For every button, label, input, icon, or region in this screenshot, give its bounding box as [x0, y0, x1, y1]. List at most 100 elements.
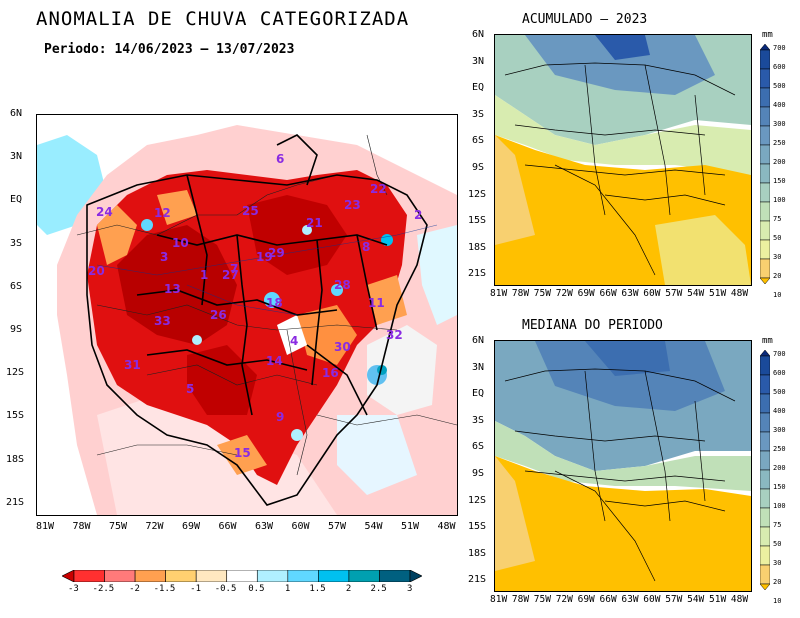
basin-label-5: 5: [186, 382, 195, 396]
acc-x-tick: 54W: [687, 288, 705, 299]
med-x-tick: 51W: [709, 594, 727, 605]
anomaly-map-canvas: [37, 115, 457, 515]
basin-label-22: 22: [370, 182, 387, 196]
main-x-tick: 66W: [218, 521, 237, 532]
pcbar-2-label: 50: [773, 540, 782, 548]
precip-swatch: [760, 144, 770, 165]
precip-swatch: [760, 355, 770, 376]
pcbar-2-label: 150: [773, 483, 786, 491]
med-y-tick: 3S: [472, 414, 485, 426]
accumulated-map-canvas: [495, 35, 751, 285]
basin-label-21: 21: [306, 216, 323, 230]
basin-label-27: 27: [222, 268, 239, 282]
pcbar-1-label: 500: [773, 82, 786, 90]
main-y-tick: 18S: [6, 453, 25, 465]
med-x-tick: 69W: [577, 594, 595, 605]
acc-x-tick: 57W: [665, 288, 683, 299]
med-y-tick: 6N: [472, 335, 485, 346]
pcbar-2-label: 500: [773, 388, 786, 396]
precip-swatch: [760, 277, 770, 284]
basin-label-2: 2: [414, 208, 423, 222]
basin-label-19: 19: [256, 250, 273, 264]
basin-label-6: 6: [276, 152, 285, 166]
basin-label-32: 32: [386, 328, 403, 342]
main-y-tick: 15S: [6, 410, 25, 422]
pcbar-1-label: 50: [773, 234, 782, 242]
colorbar-swatch: [73, 570, 105, 582]
basin-label-14: 14: [266, 354, 283, 368]
acc-y-tick: 18S: [468, 241, 487, 253]
pcbar-2-label: 300: [773, 426, 786, 434]
pcbar-2-label: 600: [773, 369, 786, 377]
main-x-tick: 63W: [255, 521, 274, 532]
precip-swatch: [760, 163, 770, 184]
pcbar-1-label: 250: [773, 139, 786, 147]
precip-swatch: [760, 87, 770, 108]
main-y-tick: 6N: [10, 108, 23, 119]
basin-label-29: 29: [268, 246, 285, 260]
precip-swatch: [760, 201, 770, 222]
precip-swatch: [760, 431, 770, 452]
main-y-tick: 21S: [6, 496, 25, 508]
acc-x-tick: 66W: [599, 288, 617, 299]
basin-label-18: 18: [266, 296, 283, 310]
precip-swatch: [760, 545, 770, 566]
med-x-tick: 60W: [643, 594, 661, 605]
med-x-tick: 81W: [490, 594, 508, 605]
pcbar-1-label: 300: [773, 120, 786, 128]
main-y-tick: EQ: [10, 194, 23, 206]
med-y-tick: 21S: [468, 574, 487, 586]
colorbar-swatch: [409, 570, 422, 582]
pcbar-1-label: 200: [773, 158, 786, 166]
pcbar-2-label: 30: [773, 559, 782, 567]
acc-y-tick: 15S: [468, 215, 487, 227]
median-map-canvas: [495, 341, 751, 591]
med-y-tick: 3N: [472, 361, 485, 373]
med-x-tick: 75W: [533, 594, 551, 605]
basin-label-28: 28: [334, 278, 351, 292]
precip-swatch: [760, 125, 770, 146]
colorbar-label: -3: [68, 584, 79, 594]
colorbar-label: 0.5: [248, 584, 265, 594]
med-y-tick: 18S: [468, 547, 487, 559]
med-y-tick: 15S: [468, 521, 487, 533]
colorbar-label: 3: [407, 584, 413, 594]
basin-label-25: 25: [242, 204, 259, 218]
precip-swatch: [760, 450, 770, 471]
acc-x-tick: 81W: [490, 288, 508, 299]
precip-swatch: [760, 507, 770, 528]
colorbar-swatch: [318, 570, 350, 582]
pcbar-2-canvas: [760, 350, 770, 590]
main-x-tick: 75W: [109, 521, 128, 532]
pcbar-2-label: 100: [773, 502, 786, 510]
precip-swatch: [760, 469, 770, 490]
main-x-tick: 54W: [364, 521, 383, 532]
pcbar-2-label: 400: [773, 407, 786, 415]
basin-label-16: 16: [322, 366, 339, 380]
colorbar-label: -1.5: [153, 584, 176, 594]
colorbar-swatch: [348, 570, 380, 582]
acc-y-tick: 6S: [472, 135, 485, 147]
acc-x-tick: 51W: [709, 288, 727, 299]
accumulated-title: ACUMULADO – 2023: [522, 12, 648, 27]
acc-x-tick: 60W: [643, 288, 661, 299]
main-x-tick: 48W: [437, 521, 456, 532]
precip-swatch: [760, 182, 770, 203]
colorbar-swatch: [62, 570, 75, 582]
main-x-tick: 69W: [182, 521, 201, 532]
precip-swatch: [760, 44, 770, 51]
anomaly-colorbar: [62, 570, 422, 582]
main-y-tick: 9S: [10, 324, 23, 335]
colorbar-label: -2.5: [92, 584, 115, 594]
pcbar-1-label: 75: [773, 215, 782, 223]
precip-swatch: [760, 583, 770, 590]
basin-label-31: 31: [124, 358, 141, 372]
acc-y-tick: 21S: [468, 268, 487, 280]
pcbar-1-label: 20: [773, 272, 782, 280]
main-x-tick: 78W: [72, 521, 91, 532]
anomaly-map-frame: [36, 114, 458, 516]
acc-y-tick: 6N: [472, 29, 485, 40]
precip-swatch: [760, 393, 770, 414]
basin-label-33: 33: [154, 314, 171, 328]
precip-swatch: [760, 374, 770, 395]
